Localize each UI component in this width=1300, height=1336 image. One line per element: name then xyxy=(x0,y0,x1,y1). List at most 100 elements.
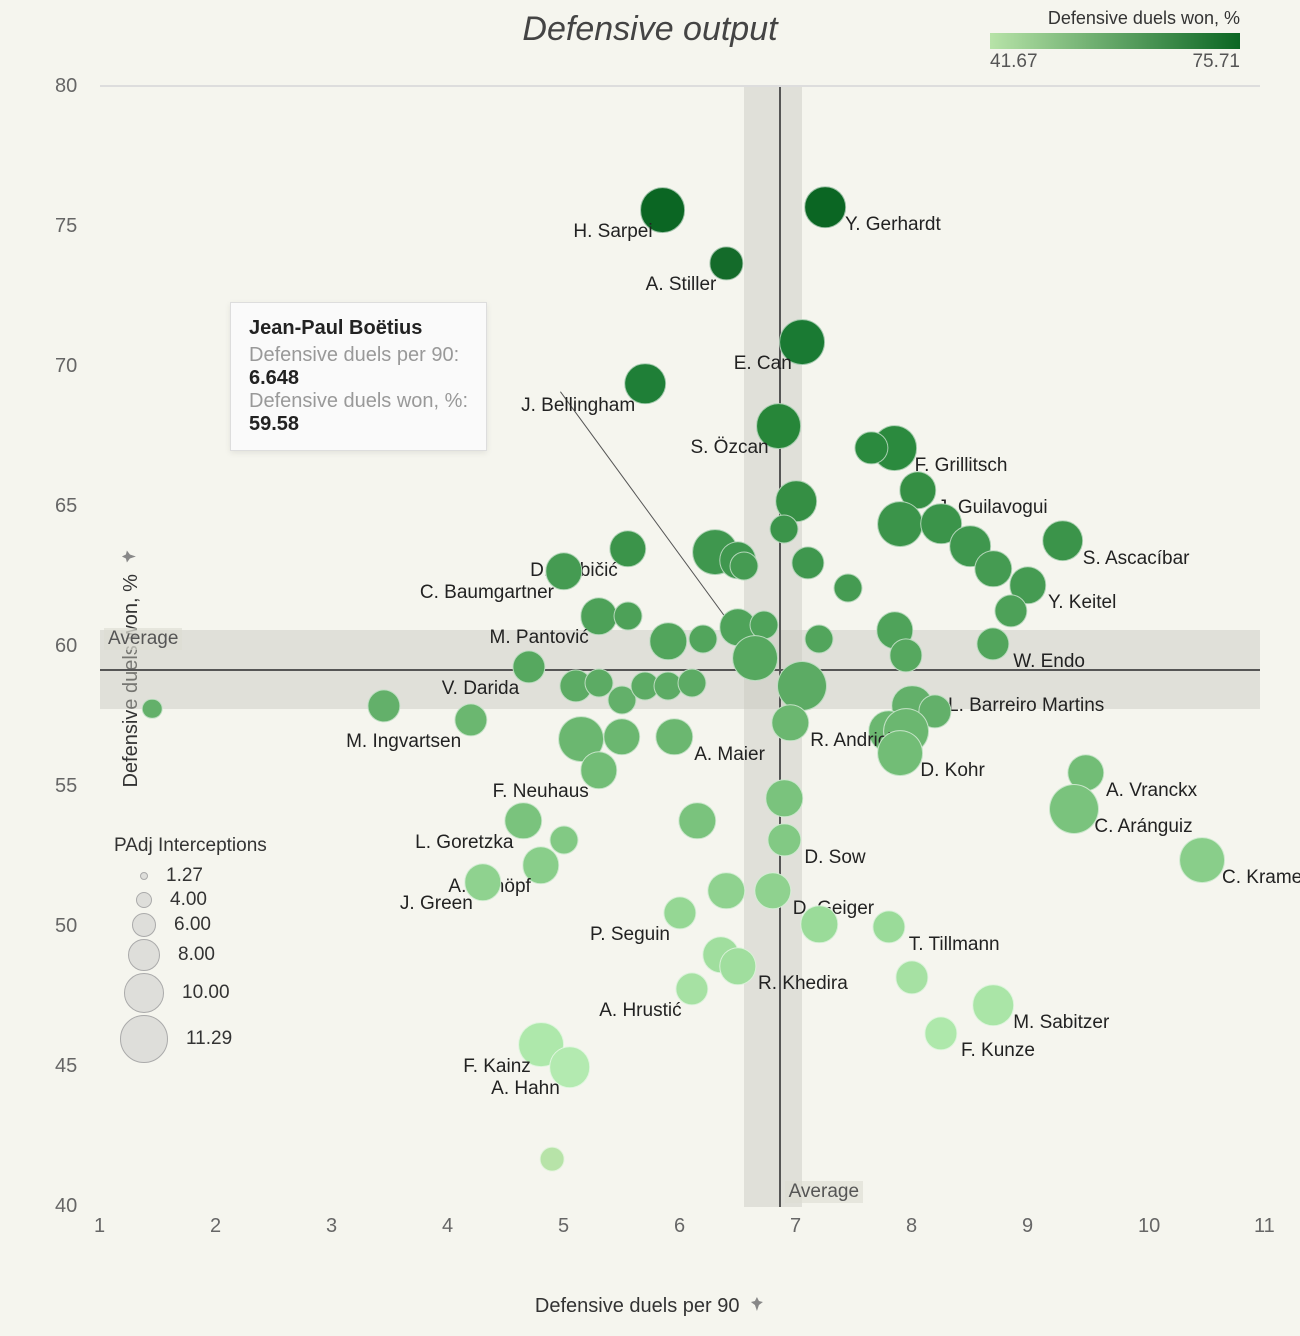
y-tick-label: 65 xyxy=(55,495,77,518)
data-label: A. Hrustić xyxy=(599,1000,681,1022)
data-point[interactable] xyxy=(804,187,846,229)
data-point[interactable] xyxy=(1042,520,1084,562)
color-legend-title: Defensive duels won, % xyxy=(990,8,1240,29)
data-label: D. Kohr xyxy=(920,760,984,782)
plot-area: Average Average Jean-Paul Boëtius Defens… xyxy=(100,85,1260,1205)
size-legend: PAdj Interceptions 1.274.006.008.0010.00… xyxy=(120,835,267,1065)
data-label: A. Maier xyxy=(694,744,765,766)
size-legend-bubble xyxy=(136,892,152,908)
avg-label-x: Average xyxy=(785,1181,863,1203)
data-point[interactable] xyxy=(679,802,716,839)
chart-container: Defensive output Defensive duels won, % … xyxy=(0,0,1300,1336)
x-tick-label: 11 xyxy=(1254,1215,1275,1238)
data-point[interactable] xyxy=(994,594,1027,627)
data-point[interactable] xyxy=(924,1017,957,1050)
data-label: T. Tillmann xyxy=(909,934,1000,956)
size-legend-value: 6.00 xyxy=(174,914,211,936)
y-tick-label: 75 xyxy=(55,215,77,238)
y-tick-label: 60 xyxy=(55,635,77,658)
data-label: L. Barreiro Martins xyxy=(948,695,1104,717)
data-label: C. Aránguiz xyxy=(1094,816,1192,838)
data-label: A. Vranckx xyxy=(1106,780,1197,802)
size-legend-row: 10.00 xyxy=(120,973,267,1013)
data-point[interactable] xyxy=(729,551,758,580)
data-label: C. Kramer xyxy=(1222,867,1300,889)
data-point[interactable] xyxy=(732,635,778,681)
x-tick-label: 3 xyxy=(326,1215,337,1238)
data-label: F. Neuhaus xyxy=(493,781,589,803)
data-point[interactable] xyxy=(368,689,401,722)
data-point[interactable] xyxy=(142,698,163,719)
y-tick-label: 50 xyxy=(55,915,77,938)
data-point[interactable] xyxy=(1049,784,1099,834)
data-label: H. Sarpei xyxy=(573,221,652,243)
data-point[interactable] xyxy=(613,602,642,631)
data-point[interactable] xyxy=(974,550,1011,587)
data-point[interactable] xyxy=(770,515,799,544)
tooltip: Jean-Paul Boëtius Defensive duels per 90… xyxy=(230,302,487,451)
x-tick-label: 4 xyxy=(442,1215,453,1238)
size-legend-value: 8.00 xyxy=(178,944,215,966)
data-point[interactable] xyxy=(771,704,808,741)
data-point[interactable] xyxy=(972,985,1014,1027)
y-tick-label: 40 xyxy=(55,1195,77,1218)
tooltip-row-1-value: 6.648 xyxy=(249,367,468,390)
data-label: F. Kunze xyxy=(961,1040,1035,1062)
x-tick-label: 9 xyxy=(1022,1215,1033,1238)
x-tick-label: 5 xyxy=(558,1215,569,1238)
data-point[interactable] xyxy=(603,718,640,755)
data-label: Y. Keitel xyxy=(1048,592,1116,614)
data-label: R. Khedira xyxy=(758,973,848,995)
color-legend-max: 75.71 xyxy=(1192,51,1240,73)
x-tick-label: 2 xyxy=(210,1215,221,1238)
data-point[interactable] xyxy=(677,669,706,698)
data-point[interactable] xyxy=(877,501,923,547)
size-legend-bubble xyxy=(128,939,160,971)
data-point[interactable] xyxy=(655,718,692,755)
tooltip-player-name: Jean-Paul Boëtius xyxy=(249,317,468,340)
data-label: J. Bellingham xyxy=(521,395,635,417)
data-label: A. Hahn xyxy=(491,1078,560,1100)
data-label: Y. Gerhardt xyxy=(845,214,941,236)
data-point[interactable] xyxy=(1179,837,1225,883)
data-label: V. Darida xyxy=(442,678,519,700)
x-axis-label: Defensive duels per 90 xyxy=(535,1295,765,1318)
avg-label-y: Average xyxy=(104,628,182,650)
data-point[interactable] xyxy=(708,872,745,909)
data-point[interactable] xyxy=(689,624,718,653)
avg-line-horizontal xyxy=(100,669,1260,671)
data-point[interactable] xyxy=(872,910,905,943)
color-legend-min: 41.67 xyxy=(990,51,1038,73)
size-legend-value: 11.29 xyxy=(186,1028,232,1050)
data-label: F. Grillitsch xyxy=(915,455,1008,477)
data-label: P. Seguin xyxy=(590,924,670,946)
data-label: S. Özcan xyxy=(690,437,768,459)
data-point[interactable] xyxy=(834,574,863,603)
size-legend-row: 8.00 xyxy=(120,939,267,971)
data-label: S. Ascacíbar xyxy=(1083,548,1190,570)
data-point[interactable] xyxy=(877,730,923,776)
size-legend-value: 10.00 xyxy=(182,982,230,1004)
size-legend-row: 1.27 xyxy=(120,865,267,887)
tooltip-row-2-value: 59.58 xyxy=(249,413,468,436)
data-point[interactable] xyxy=(791,546,824,579)
data-point[interactable] xyxy=(540,1147,565,1172)
x-tick-label: 7 xyxy=(790,1215,801,1238)
color-gradient xyxy=(990,33,1240,49)
avg-line-vertical xyxy=(779,87,781,1207)
color-legend: Defensive duels won, % 41.67 75.71 xyxy=(990,8,1240,73)
y-tick-label: 55 xyxy=(55,775,77,798)
data-label: M. Ingvartsen xyxy=(346,731,461,753)
data-point[interactable] xyxy=(800,905,837,942)
size-legend-bubble xyxy=(132,913,156,937)
data-point[interactable] xyxy=(550,826,579,855)
data-point[interactable] xyxy=(805,624,834,653)
x-tick-label: 10 xyxy=(1138,1215,1160,1238)
x-tick-label: 6 xyxy=(674,1215,685,1238)
size-legend-title: PAdj Interceptions xyxy=(114,835,267,857)
size-legend-row: 4.00 xyxy=(120,889,267,911)
data-label: A. Stiller xyxy=(646,274,717,296)
data-label: C. Baumgartner xyxy=(420,582,554,604)
size-legend-value: 4.00 xyxy=(170,889,207,911)
data-point[interactable] xyxy=(895,961,928,994)
